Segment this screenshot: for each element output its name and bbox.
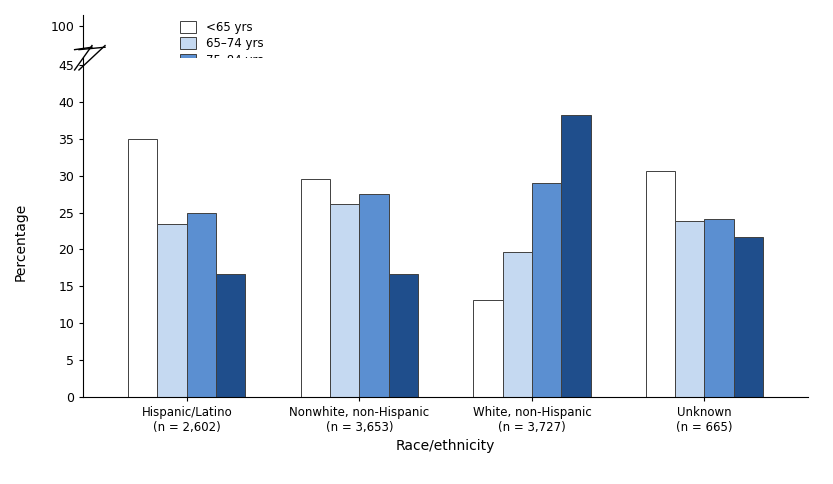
Text: Percentage: Percentage (14, 203, 27, 281)
Bar (532, 183, 561, 397)
Bar (734, 237, 763, 397)
Bar (157, 224, 187, 397)
Bar (646, 170, 675, 397)
Bar (330, 204, 359, 397)
Bar (128, 139, 157, 397)
Bar (187, 212, 217, 397)
Bar (473, 300, 502, 397)
X-axis label: Race/ethnicity: Race/ethnicity (396, 439, 496, 454)
Bar (705, 219, 734, 397)
Bar (359, 194, 389, 397)
Bar (502, 252, 532, 397)
Bar (675, 221, 705, 397)
Bar (561, 115, 591, 397)
Bar (217, 274, 246, 397)
Legend: <65 yrs, 65–74 yrs, 75–84 yrs, ≥85 yrs: <65 yrs, 65–74 yrs, 75–84 yrs, ≥85 yrs (176, 17, 267, 87)
Bar (389, 274, 418, 397)
Bar (301, 180, 330, 397)
